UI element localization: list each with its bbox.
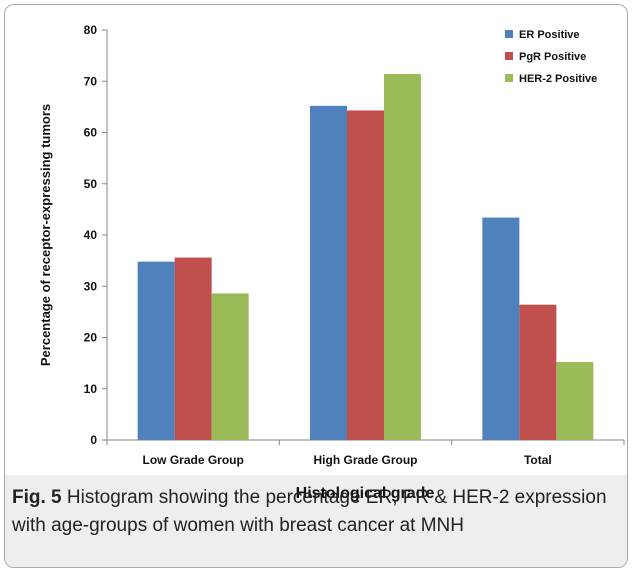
y-tick-label: 70 xyxy=(84,74,98,88)
figure-frame xyxy=(4,4,628,568)
legend-swatch xyxy=(505,74,513,82)
y-tick-label: 30 xyxy=(84,279,98,293)
bar xyxy=(556,362,594,440)
bar xyxy=(211,293,249,440)
bar xyxy=(137,261,175,440)
y-tick-label: 10 xyxy=(84,382,98,396)
x-tick-label: Total xyxy=(524,453,552,467)
figure-caption: Fig. 5 Histogram showing the percentage … xyxy=(12,484,622,540)
x-tick-label: High Grade Group xyxy=(313,453,417,467)
chart-ticks: 0 10 20 30 40 50 60 70 80 Low Grade Group High Gra… xyxy=(84,23,625,467)
y-axis-label: Percentage of receptor-expressing tumors xyxy=(38,104,53,366)
figure-caption-text: Histogram showing the percentage ER, PR … xyxy=(12,487,607,536)
y-tick-label: 60 xyxy=(84,126,98,140)
bar xyxy=(310,105,347,440)
y-tick-label: 50 xyxy=(84,177,98,191)
legend-label: ER Positive xyxy=(519,29,580,41)
chart-bars xyxy=(137,74,594,441)
figure-label: Fig. 5 xyxy=(12,487,62,508)
y-tick-label: 20 xyxy=(84,331,98,345)
y-tick-label: 40 xyxy=(84,228,98,242)
chart-legend: ER Positive PgR Positive HER-2 Positive xyxy=(505,29,597,85)
bar xyxy=(347,110,384,441)
bar xyxy=(482,217,520,440)
x-tick-label: Low Grade Group xyxy=(142,453,243,467)
bar xyxy=(519,304,557,440)
caption-band xyxy=(5,475,627,567)
bar xyxy=(384,74,421,440)
legend-swatch xyxy=(505,30,513,38)
x-axis-label: Histological grade xyxy=(296,485,435,502)
legend-swatch xyxy=(505,52,513,60)
legend-label: PgR Positive xyxy=(519,51,586,63)
y-tick-label: 80 xyxy=(84,23,98,37)
legend-label: HER-2 Positive xyxy=(519,73,597,85)
y-tick-label: 0 xyxy=(90,433,97,447)
bar xyxy=(174,257,212,440)
